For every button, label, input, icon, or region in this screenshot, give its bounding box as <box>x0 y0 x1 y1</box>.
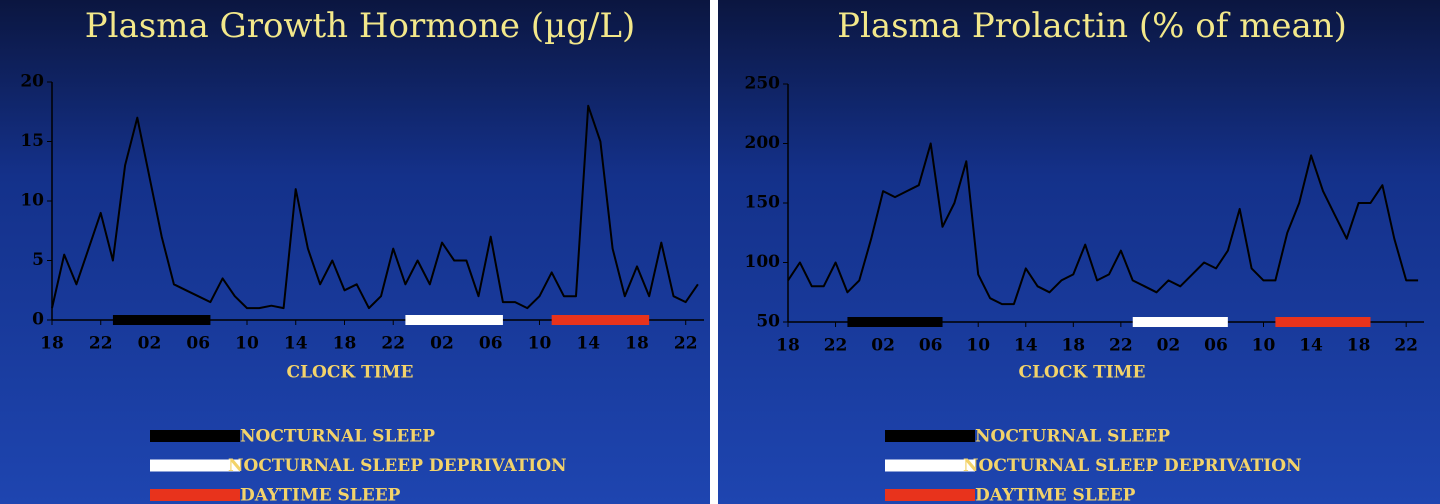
x-tick-label: 10 <box>235 334 259 354</box>
y-tick-label: 150 <box>745 193 781 213</box>
sleep-band <box>112 315 211 325</box>
legend-label: DAYTIME SLEEP <box>240 486 401 504</box>
x-tick-label: 02 <box>430 334 454 354</box>
legend-swatch <box>885 459 975 472</box>
legend-swatch <box>885 430 975 442</box>
x-tick-label: 18 <box>40 334 64 354</box>
prolactin-panel: Plasma Prolactin (% of mean) 50 100 150 200 2… <box>718 0 1440 504</box>
data-line <box>787 142 1419 306</box>
growth-hormone-panel: Plasma Growth Hormone (µg/L) 0 5 10 15 20 18 22… <box>0 0 710 504</box>
x-tick-label: 22 <box>89 334 113 354</box>
x-tick-label: 06 <box>1204 336 1228 356</box>
x-tick-label: 18 <box>333 334 357 354</box>
x-tick-label: 10 <box>528 334 552 354</box>
x-tick-label: 06 <box>919 336 943 356</box>
chart-title: Plasma Prolactin (% of mean) <box>837 6 1347 46</box>
x-tick-label: 02 <box>871 336 895 356</box>
panel-background <box>718 0 1440 504</box>
x-axis-label: CLOCK TIME <box>1019 363 1146 383</box>
x-tick-label: 10 <box>1252 336 1276 356</box>
y-tick-label: 50 <box>756 312 780 332</box>
legend-label: NOCTURNAL SLEEP DEPRIVATION <box>963 456 1302 476</box>
x-tick-label: 14 <box>284 334 308 354</box>
legend-label: DAYTIME SLEEP <box>975 486 1136 504</box>
y-tick-label: 20 <box>20 72 44 92</box>
legend-swatch <box>150 459 240 472</box>
x-tick-label: 02 <box>138 334 162 354</box>
y-tick-label: 10 <box>20 191 44 211</box>
sleep-band <box>405 315 503 325</box>
x-tick-label: 18 <box>776 336 800 356</box>
x-tick-label: 22 <box>381 334 405 354</box>
sleep-band <box>847 317 943 327</box>
sleep-band <box>1132 317 1228 327</box>
x-tick-label: 18 <box>1061 336 1085 356</box>
data-line <box>51 104 699 310</box>
legend-swatch <box>150 489 240 501</box>
x-tick-label: 18 <box>625 334 649 354</box>
y-tick-label: 250 <box>745 74 781 94</box>
x-tick-label: 22 <box>1394 336 1418 356</box>
x-tick-label: 22 <box>674 334 698 354</box>
x-tick-label: 10 <box>966 336 990 356</box>
y-tick-label: 5 <box>32 250 44 270</box>
x-tick-label: 22 <box>824 336 848 356</box>
x-axis-label: CLOCK TIME <box>287 363 414 383</box>
x-tick-label: 14 <box>576 334 600 354</box>
sleep-band <box>1275 317 1371 327</box>
x-tick-label: 18 <box>1347 336 1371 356</box>
legend-label: NOCTURNAL SLEEP <box>240 427 435 447</box>
y-tick-label: 15 <box>20 131 44 151</box>
y-tick-label: 0 <box>32 310 44 330</box>
y-tick-label: 200 <box>745 133 781 153</box>
chart-title: Plasma Growth Hormone (µg/L) <box>85 6 635 46</box>
panel-background <box>0 0 710 504</box>
x-tick-label: 06 <box>479 334 503 354</box>
x-tick-label: 22 <box>1109 336 1133 356</box>
legend-swatch <box>150 430 240 442</box>
x-tick-label: 02 <box>1157 336 1181 356</box>
y-tick-label: 100 <box>745 252 781 272</box>
legend-label: NOCTURNAL SLEEP <box>975 427 1170 447</box>
legend-swatch <box>885 489 975 501</box>
legend-label: NOCTURNAL SLEEP DEPRIVATION <box>228 456 567 476</box>
x-tick-label: 14 <box>1299 336 1323 356</box>
sleep-band <box>551 315 650 325</box>
x-tick-label: 14 <box>1014 336 1038 356</box>
x-tick-label: 06 <box>186 334 210 354</box>
